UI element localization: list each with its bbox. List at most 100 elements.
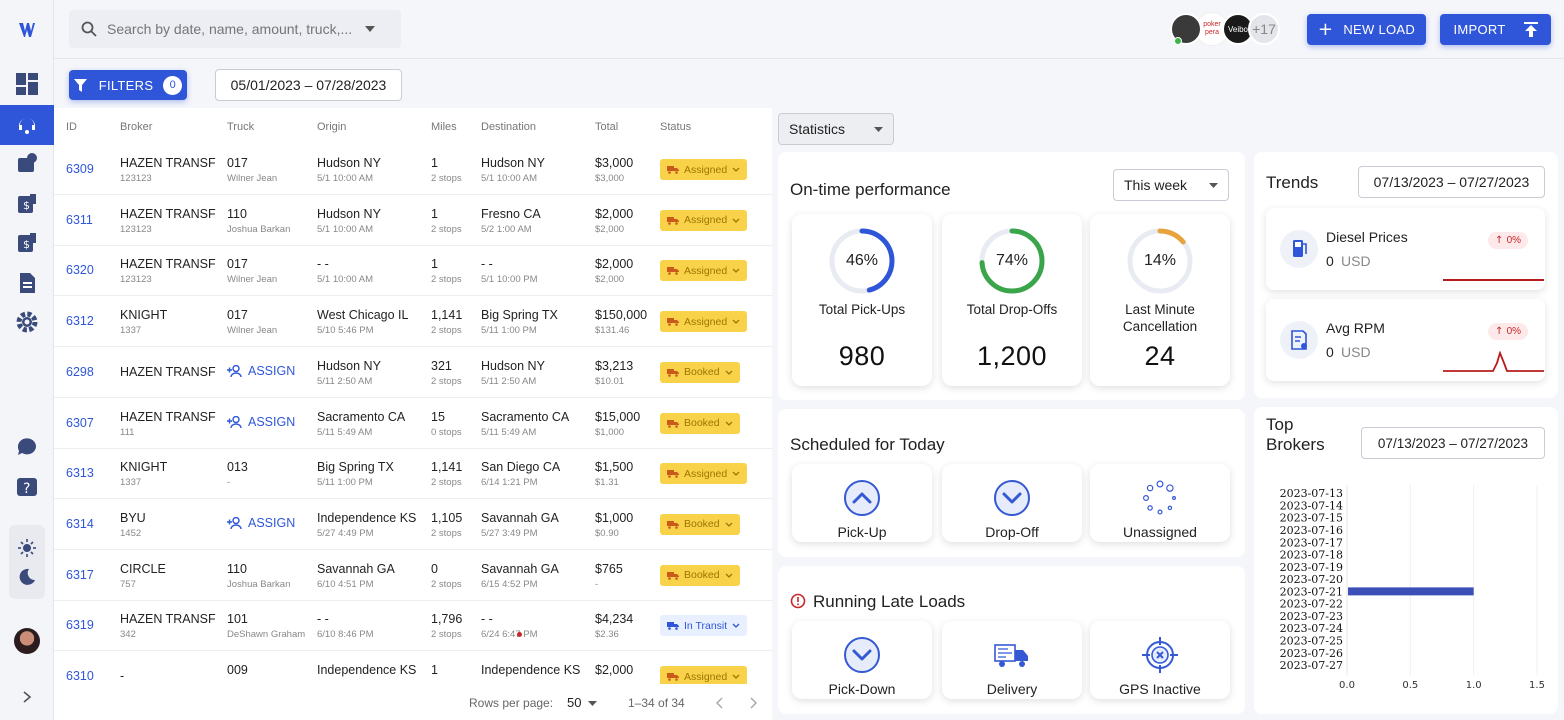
column-header[interactable]: Total (595, 121, 619, 133)
column-header[interactable]: Origin (317, 121, 347, 133)
scheduled-card[interactable]: Drop-Off (942, 464, 1082, 542)
table-row[interactable]: 6317 CIRCLE 757 110 Joshua Barkan Savannah GA… (54, 550, 772, 601)
search-bar[interactable] (69, 10, 401, 48)
column-header[interactable]: Status (660, 121, 692, 133)
column-header[interactable]: Miles (431, 121, 457, 133)
table-row[interactable]: 6314 BYU 1452 ASSIGN Independence KS 5/27 4:4… (54, 499, 772, 550)
column-header[interactable]: Broker (120, 121, 153, 133)
ontime-card[interactable]: 46% Total Pick-Ups 980 (792, 214, 932, 386)
chevron-up-circle-icon (844, 480, 880, 516)
import-button[interactable]: IMPORT (1440, 14, 1551, 45)
origin-time: 5/11 5:49 AM (317, 426, 373, 438)
status-badge[interactable]: Assigned (660, 159, 748, 180)
scheduled-card[interactable]: Pick-Up (792, 464, 932, 542)
stops-count: 2 stops (431, 629, 462, 641)
ontime-card[interactable]: 74% Total Drop-Offs 1,200 (942, 214, 1082, 386)
payments-icon[interactable]: $ (13, 229, 41, 257)
rows-per-page-chevron-icon[interactable] (588, 701, 597, 706)
prev-page-chevron-icon[interactable] (716, 697, 724, 709)
trend-card[interactable]: Diesel Prices 0 USD ↑ 0% (1266, 208, 1545, 290)
statistics-selector[interactable]: Statistics (778, 113, 894, 145)
help-icon[interactable]: ? (13, 474, 41, 502)
date-range-field[interactable]: 05/01/2023 – 07/28/2023 (215, 69, 402, 101)
status-badge[interactable]: Booked (660, 412, 740, 434)
support-headset-icon[interactable] (13, 111, 41, 139)
assign-truck-button[interactable]: ASSIGN (227, 516, 295, 530)
table-row[interactable]: 6309 HAZEN TRANSF 123123 017 Wilner Jean Huds… (54, 144, 772, 195)
metric-label: Total Drop-Offs (966, 302, 1058, 317)
rows-per-page-select[interactable]: 50 (567, 695, 582, 710)
load-id-link[interactable]: 6314 (66, 516, 94, 531)
light-mode-sun-icon[interactable] (13, 534, 41, 562)
chat-icon[interactable] (13, 432, 41, 460)
destination: Savannah GA (481, 510, 559, 525)
billing-icon[interactable]: $ (13, 190, 41, 218)
table-row[interactable]: 6312 KNIGHT 1337 017 Wilner Jean West Chicago… (54, 296, 772, 348)
table-row[interactable]: 6313 KNIGHT 1337 013 - Big Spring TX 5/11 1:00… (54, 448, 772, 500)
load-id-link[interactable]: 6313 (66, 466, 94, 481)
table-row[interactable]: 6307 HAZEN TRANSF 111 ASSIGN Sacramento CA 5/… (54, 398, 772, 449)
load-id-link[interactable]: 6312 (66, 314, 94, 329)
truck-icon (667, 470, 679, 478)
load-id-link[interactable]: 6310 (66, 669, 94, 683)
alert-circle-icon (790, 593, 806, 609)
team-avatars[interactable]: poker pera Veibo +17 (1170, 12, 1280, 46)
status-label: Assigned (684, 670, 728, 683)
search-dropdown-chevron-icon[interactable] (365, 26, 375, 32)
trend-card[interactable]: Avg RPM 0 USD ↑ 0% (1266, 299, 1545, 381)
dashboard-icon[interactable] (13, 70, 41, 98)
next-page-chevron-icon[interactable] (749, 697, 757, 709)
status-badge[interactable]: Assigned (660, 463, 748, 485)
late-card[interactable]: Pick-Down (792, 621, 932, 699)
miles: 0 (431, 561, 438, 576)
column-header[interactable]: Destination (481, 121, 537, 133)
trends-date-range[interactable]: 07/13/2023 – 07/27/2023 (1358, 166, 1545, 198)
load-id-link[interactable]: 6317 (66, 567, 94, 582)
app-logo[interactable] (13, 16, 41, 44)
load-id-link[interactable]: 6309 (66, 162, 94, 176)
drivers-icon[interactable] (13, 150, 41, 178)
rows-per-page-label: Rows per page: (469, 696, 554, 710)
search-input[interactable] (107, 21, 357, 37)
add-person-icon (227, 415, 242, 428)
late-card[interactable]: Delivery (942, 621, 1082, 699)
assign-truck-button[interactable]: ASSIGN (227, 415, 295, 429)
assign-truck-button[interactable]: ASSIGN (227, 364, 295, 378)
new-load-button[interactable]: + NEW LOAD (1307, 14, 1426, 45)
settings-gear-icon[interactable] (13, 308, 41, 336)
more-avatars-count[interactable]: +17 (1248, 13, 1280, 45)
status-badge[interactable]: Booked (660, 564, 740, 586)
status-badge[interactable]: Assigned (660, 260, 748, 282)
status-badge[interactable]: Booked (660, 513, 740, 535)
table-row[interactable]: 6319 HAZEN TRANSF 342 101 DeShawn Graham - - 6… (54, 600, 772, 652)
load-id-link[interactable]: 6319 (66, 618, 94, 633)
load-id-link[interactable]: 6320 (66, 263, 94, 278)
filters-button[interactable]: FILTERS 0 (69, 70, 187, 100)
status-badge[interactable]: Booked (660, 361, 740, 383)
status-badge[interactable]: Assigned (660, 666, 748, 684)
chevron-down-icon (732, 218, 740, 223)
top-brokers-date-range[interactable]: 07/13/2023 – 07/27/2023 (1361, 427, 1545, 459)
table-row[interactable]: 6298 HAZEN TRANSF ASSIGN Hudson NY 5/11 2:50… (54, 347, 772, 398)
column-header[interactable]: ID (66, 121, 77, 133)
table-row[interactable]: 6310 - 009 Independence KS 1 Independence KS $… (54, 651, 772, 684)
column-header[interactable]: Truck (227, 121, 255, 133)
status-label: Assigned (684, 315, 728, 328)
dark-mode-moon-icon[interactable] (13, 563, 41, 591)
status-badge[interactable]: In Transit (660, 615, 748, 637)
load-id-link[interactable]: 6307 (66, 415, 94, 430)
documents-icon[interactable] (13, 269, 41, 297)
table-row[interactable]: 6311 HAZEN TRANSF 123123 110 Joshua Barkan Hu… (54, 195, 772, 246)
expand-sidebar-chevron-icon[interactable] (13, 683, 41, 711)
avatar[interactable] (1170, 13, 1202, 45)
load-id-link[interactable]: 6298 (66, 364, 94, 379)
status-badge[interactable]: Assigned (660, 311, 748, 333)
period-select[interactable]: This week (1113, 169, 1229, 201)
status-badge[interactable]: Assigned (660, 209, 748, 231)
table-row[interactable]: 6320 HAZEN TRANSF 123123 017 Wilner Jean - - 5… (54, 245, 772, 297)
scheduled-card[interactable]: Unassigned (1090, 464, 1230, 542)
load-id-link[interactable]: 6311 (66, 212, 93, 227)
ontime-card[interactable]: 14% Last Minute Cancellation 24 (1090, 214, 1230, 386)
late-card[interactable]: GPS Inactive (1090, 621, 1230, 699)
user-avatar[interactable] (13, 627, 41, 655)
